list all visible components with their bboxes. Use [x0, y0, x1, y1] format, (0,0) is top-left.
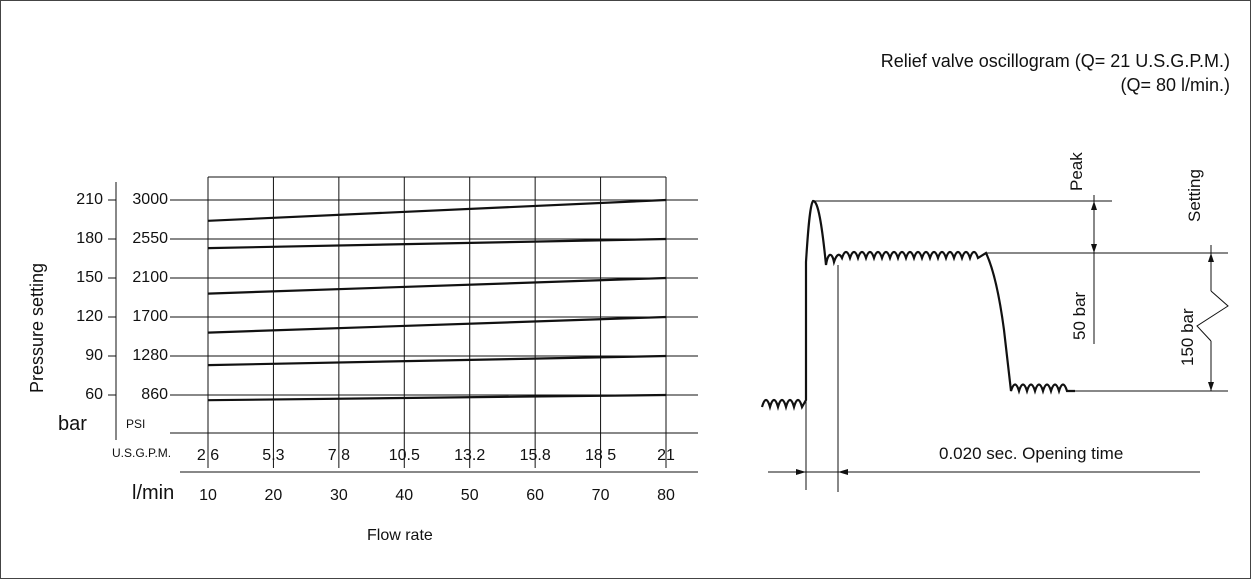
x-tick-label-lpm: 20	[264, 487, 283, 504]
y-tick-label-bar: 120	[76, 308, 103, 325]
peak-label: Peak	[1067, 152, 1086, 191]
x-tick-label-gpm: 7 8	[327, 447, 350, 464]
x-tick-label-gpm: 18 5	[584, 447, 617, 464]
x-tick-label-lpm: 30	[329, 487, 348, 504]
x-tick-label-lpm: 60	[526, 487, 545, 504]
x-tick-label-gpm: 21	[657, 447, 675, 464]
x-tick-label-lpm: 50	[460, 487, 479, 504]
x-tick-label-gpm: 15.8	[519, 447, 551, 464]
y-tick-label-bar: 150	[76, 269, 103, 286]
gpm-unit-label: U.S.G.P.M.	[112, 446, 172, 460]
pressure-series-line-1	[208, 395, 666, 400]
peak-over-setting-label: 50 bar	[1070, 291, 1089, 340]
y-tick-label-bar: 210	[76, 191, 103, 208]
y-tick-label-bar: 180	[76, 230, 103, 247]
oscillogram-title-line2: (Q= 80 l/min.)	[1120, 75, 1230, 95]
y-tick-label-psi: 3000	[132, 191, 168, 208]
x-axis-label: Flow rate	[367, 527, 433, 544]
setting-value-label: 150 bar	[1178, 308, 1197, 366]
setting-label: Setting	[1185, 169, 1204, 222]
bar-unit-label: bar	[58, 413, 87, 435]
y-tick-label-psi: 860	[141, 386, 168, 403]
pressure-series-line-6	[208, 200, 666, 221]
pressure-series-line-5	[208, 239, 666, 248]
pressure-series-line-4	[208, 278, 666, 294]
x-tick-label-lpm: 70	[591, 487, 610, 504]
lpm-unit-label: l/min	[132, 482, 175, 504]
psi-unit-label: PSI	[126, 417, 146, 431]
opening-time-label: 0.020 sec. Opening time	[939, 444, 1124, 463]
y-tick-label-psi: 1700	[132, 308, 168, 325]
x-tick-label-gpm: 10.5	[388, 447, 420, 464]
y-tick-label-psi: 2550	[132, 230, 168, 247]
y-tick-label-psi: 1280	[132, 347, 168, 364]
pressure-series-line-3	[208, 317, 666, 333]
x-tick-label-lpm: 80	[657, 487, 675, 504]
oscillogram-trace	[762, 201, 1075, 407]
y-tick-label-bar: 90	[85, 347, 103, 364]
x-tick-label-lpm: 10	[199, 487, 217, 504]
x-tick-label-gpm: 2 6	[196, 447, 220, 464]
x-tick-label-gpm: 5.3	[262, 447, 285, 464]
x-tick-label-lpm: 40	[395, 487, 414, 504]
oscillogram-title-line1: Relief valve oscillogram (Q= 21 U.S.G.P.…	[880, 51, 1230, 71]
y-tick-label-psi: 2100	[132, 269, 168, 286]
x-tick-label-gpm: 13.2	[454, 447, 486, 464]
pressure-series-line-2	[208, 356, 666, 365]
y-tick-label-bar: 60	[85, 386, 103, 403]
